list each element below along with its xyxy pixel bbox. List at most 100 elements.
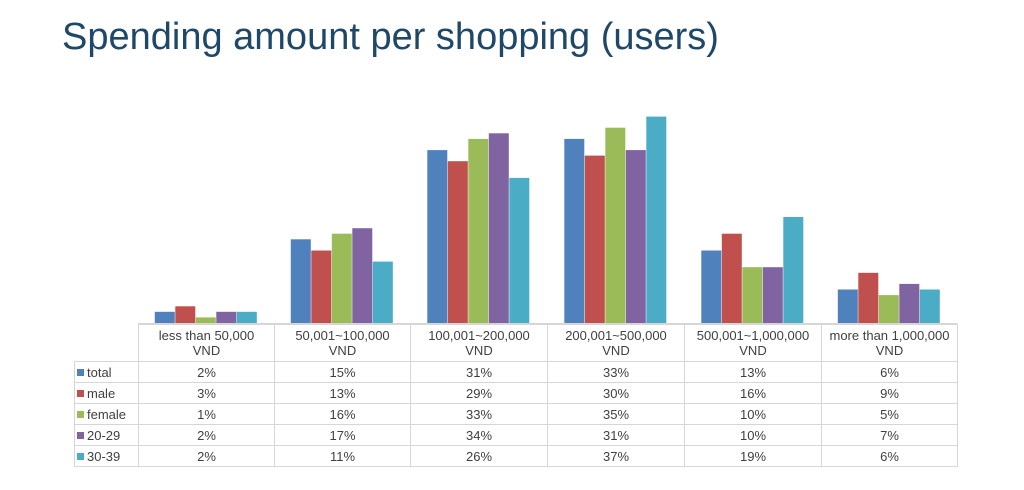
bar-female-4 — [742, 267, 763, 323]
bar-20-29-3 — [625, 150, 646, 323]
table-cell-total-1: 15% — [274, 361, 411, 383]
bar-30-39-5 — [919, 289, 940, 323]
bar-30-39-3 — [646, 116, 667, 323]
category-label-line: VND — [192, 343, 221, 358]
category-label-2: 100,001~200,000 VND — [410, 324, 548, 362]
bar-female-2 — [468, 138, 489, 323]
bar-30-39-2 — [509, 177, 530, 323]
bar-male-5 — [858, 272, 879, 323]
table-cell-male-1: 13% — [274, 382, 411, 404]
table-cell-female-1: 16% — [274, 403, 411, 425]
category-label-line: less than 50,000 — [158, 328, 255, 343]
table-row: total 2% 15% 31% 33% 13% 6% — [74, 361, 958, 383]
category-label-line: VND — [739, 343, 767, 358]
category-label-line: VND — [875, 343, 904, 358]
series-name: 20-29 — [87, 427, 121, 443]
bar-total-1 — [290, 239, 311, 323]
category-label-0: less than 50,000 VND — [138, 324, 275, 362]
category-label-line: 500,001~1,000,000 — [696, 328, 810, 343]
table-cell-male-5: 9% — [821, 382, 958, 404]
bar-male-1 — [311, 250, 332, 323]
table-cell-male-3: 30% — [547, 382, 685, 404]
category-label-line: VND — [602, 343, 630, 358]
table-cell-male-2: 29% — [410, 382, 548, 404]
table-cell-20-29-5: 7% — [821, 424, 958, 446]
legend-swatch-icon — [77, 431, 84, 439]
category-label-1: 50,001~100,000 VND — [274, 324, 411, 362]
bar-male-3 — [584, 155, 605, 323]
table-cell-20-29-1: 17% — [274, 424, 411, 446]
table-cell-female-2: 33% — [410, 403, 548, 425]
bar-20-29-5 — [899, 283, 920, 323]
table-row: male 3% 13% 29% 30% 16% 9% — [74, 382, 958, 404]
category-label-line: VND — [465, 343, 493, 358]
legend-swatch-icon — [77, 410, 84, 418]
bar-total-0 — [154, 311, 175, 323]
table-cell-female-5: 5% — [821, 403, 958, 425]
bar-30-39-4 — [783, 217, 804, 323]
bar-20-29-2 — [488, 133, 509, 323]
bar-male-4 — [721, 233, 742, 323]
bar-female-0 — [195, 317, 216, 323]
series-label-20-29: 20-29 — [74, 424, 139, 446]
category-label-line: 100,001~200,000 — [428, 328, 530, 343]
table-cell-20-29-0: 2% — [138, 424, 275, 446]
table-cell-total-3: 33% — [547, 361, 685, 383]
table-cell-30-39-3: 37% — [547, 445, 685, 467]
table-cell-total-0: 2% — [138, 361, 275, 383]
bar-female-5 — [878, 295, 899, 323]
data-table: less than 50,000 VND 50,001~100,000 VND 100,… — [74, 324, 958, 467]
table-cell-20-29-3: 31% — [547, 424, 685, 446]
category-label-3: 200,001~500,000 VND — [547, 324, 685, 362]
bar-20-29-1 — [352, 228, 373, 323]
table-cell-male-4: 16% — [684, 382, 822, 404]
series-name: female — [87, 406, 127, 422]
table-cell-30-39-4: 19% — [684, 445, 822, 467]
table-cell-female-4: 10% — [684, 403, 822, 425]
table-cell-total-4: 13% — [684, 361, 822, 383]
series-name: total — [87, 364, 112, 380]
category-label-5: more than 1,000,000 VND — [821, 324, 958, 362]
bar-female-1 — [331, 233, 352, 323]
table-cell-30-39-5: 6% — [821, 445, 958, 467]
table-cell-30-39-2: 26% — [410, 445, 548, 467]
bar-male-2 — [447, 161, 468, 323]
table-cell-30-39-0: 2% — [138, 445, 275, 467]
category-label-line: VND — [328, 343, 357, 358]
table-cell-male-0: 3% — [138, 382, 275, 404]
series-label-total: total — [74, 361, 139, 383]
bar-female-3 — [605, 127, 626, 323]
bar-total-5 — [837, 289, 858, 323]
table-row: 20-29 2% 17% 34% 31% 10% 7% — [74, 424, 958, 446]
bar-20-29-0 — [216, 311, 237, 323]
series-label-30-39: 30-39 — [74, 445, 139, 467]
series-name: male — [87, 385, 116, 401]
table-row: 30-39 2% 11% 26% 37% 19% 6% — [74, 445, 958, 467]
table-cell-30-39-1: 11% — [274, 445, 411, 467]
table-cell-female-3: 35% — [547, 403, 685, 425]
legend-swatch-icon — [77, 452, 84, 460]
table-cell-20-29-4: 10% — [684, 424, 822, 446]
bar-total-2 — [427, 150, 448, 323]
table-cell-total-2: 31% — [410, 361, 548, 383]
series-label-male: male — [74, 382, 139, 404]
page-title: Spending amount per shopping (users) — [62, 16, 719, 58]
bar-total-4 — [701, 250, 722, 323]
legend-swatch-icon — [77, 389, 84, 397]
bar-total-3 — [564, 138, 585, 323]
category-label-line: 50,001~100,000 — [295, 328, 390, 343]
bar-20-29-4 — [762, 267, 783, 323]
bar-male-0 — [175, 306, 196, 323]
table-cell-20-29-2: 34% — [410, 424, 548, 446]
legend-swatch-icon — [77, 368, 84, 376]
series-name: 30-39 — [87, 448, 121, 464]
table-cell-total-5: 6% — [821, 361, 958, 383]
table-cell-female-0: 1% — [138, 403, 275, 425]
category-label-line: 200,001~500,000 — [565, 328, 667, 343]
category-label-4: 500,001~1,000,000 VND — [684, 324, 822, 362]
category-label-line: more than 1,000,000 — [829, 328, 950, 343]
table-header-row: less than 50,000 VND 50,001~100,000 VND 100,… — [75, 324, 958, 362]
series-label-female: female — [74, 403, 139, 425]
bar-30-39-0 — [236, 311, 257, 323]
